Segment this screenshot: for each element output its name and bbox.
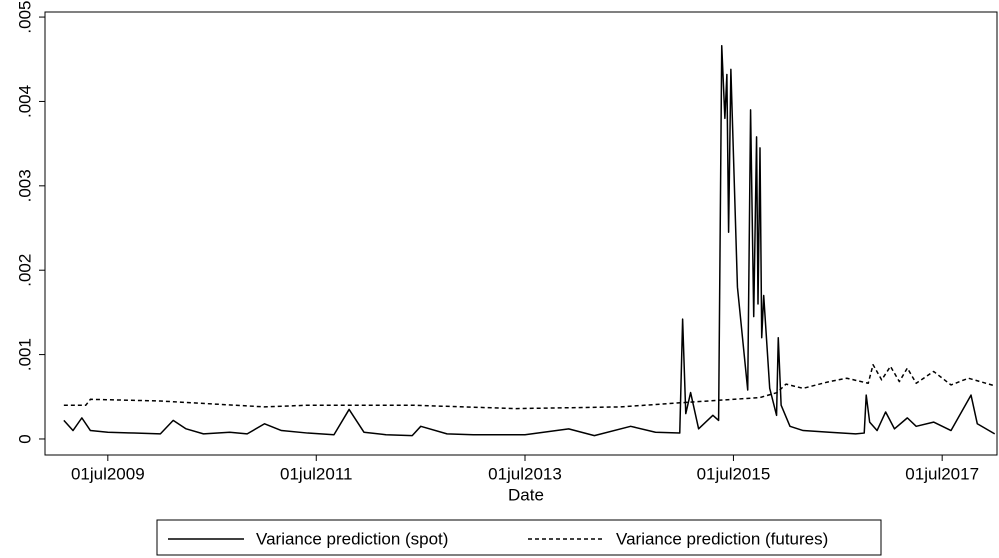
- plot-frame: [44, 11, 998, 456]
- series-line: [63, 45, 996, 437]
- y-tick-label: .003: [15, 169, 34, 202]
- series-line: [63, 363, 995, 410]
- y-tick-label: 0: [15, 434, 34, 443]
- x-tick-label: 01jul2015: [697, 464, 771, 483]
- x-tick-label: 01jul2017: [905, 464, 979, 483]
- x-tick-label: 01jul2009: [71, 464, 145, 483]
- legend-label: Variance prediction (futures): [616, 529, 828, 548]
- x-axis-title: Date: [508, 485, 544, 504]
- y-tick-label: .004: [15, 85, 34, 118]
- legend-label: Variance prediction (spot): [256, 529, 448, 548]
- x-tick-label: 01jul2013: [488, 464, 562, 483]
- x-tick-label: 01jul2011: [280, 464, 352, 483]
- legend-box: [156, 519, 882, 556]
- y-tick-label: .002: [15, 254, 34, 287]
- y-tick-label: .001: [15, 338, 34, 371]
- y-tick-label: .005: [15, 1, 34, 34]
